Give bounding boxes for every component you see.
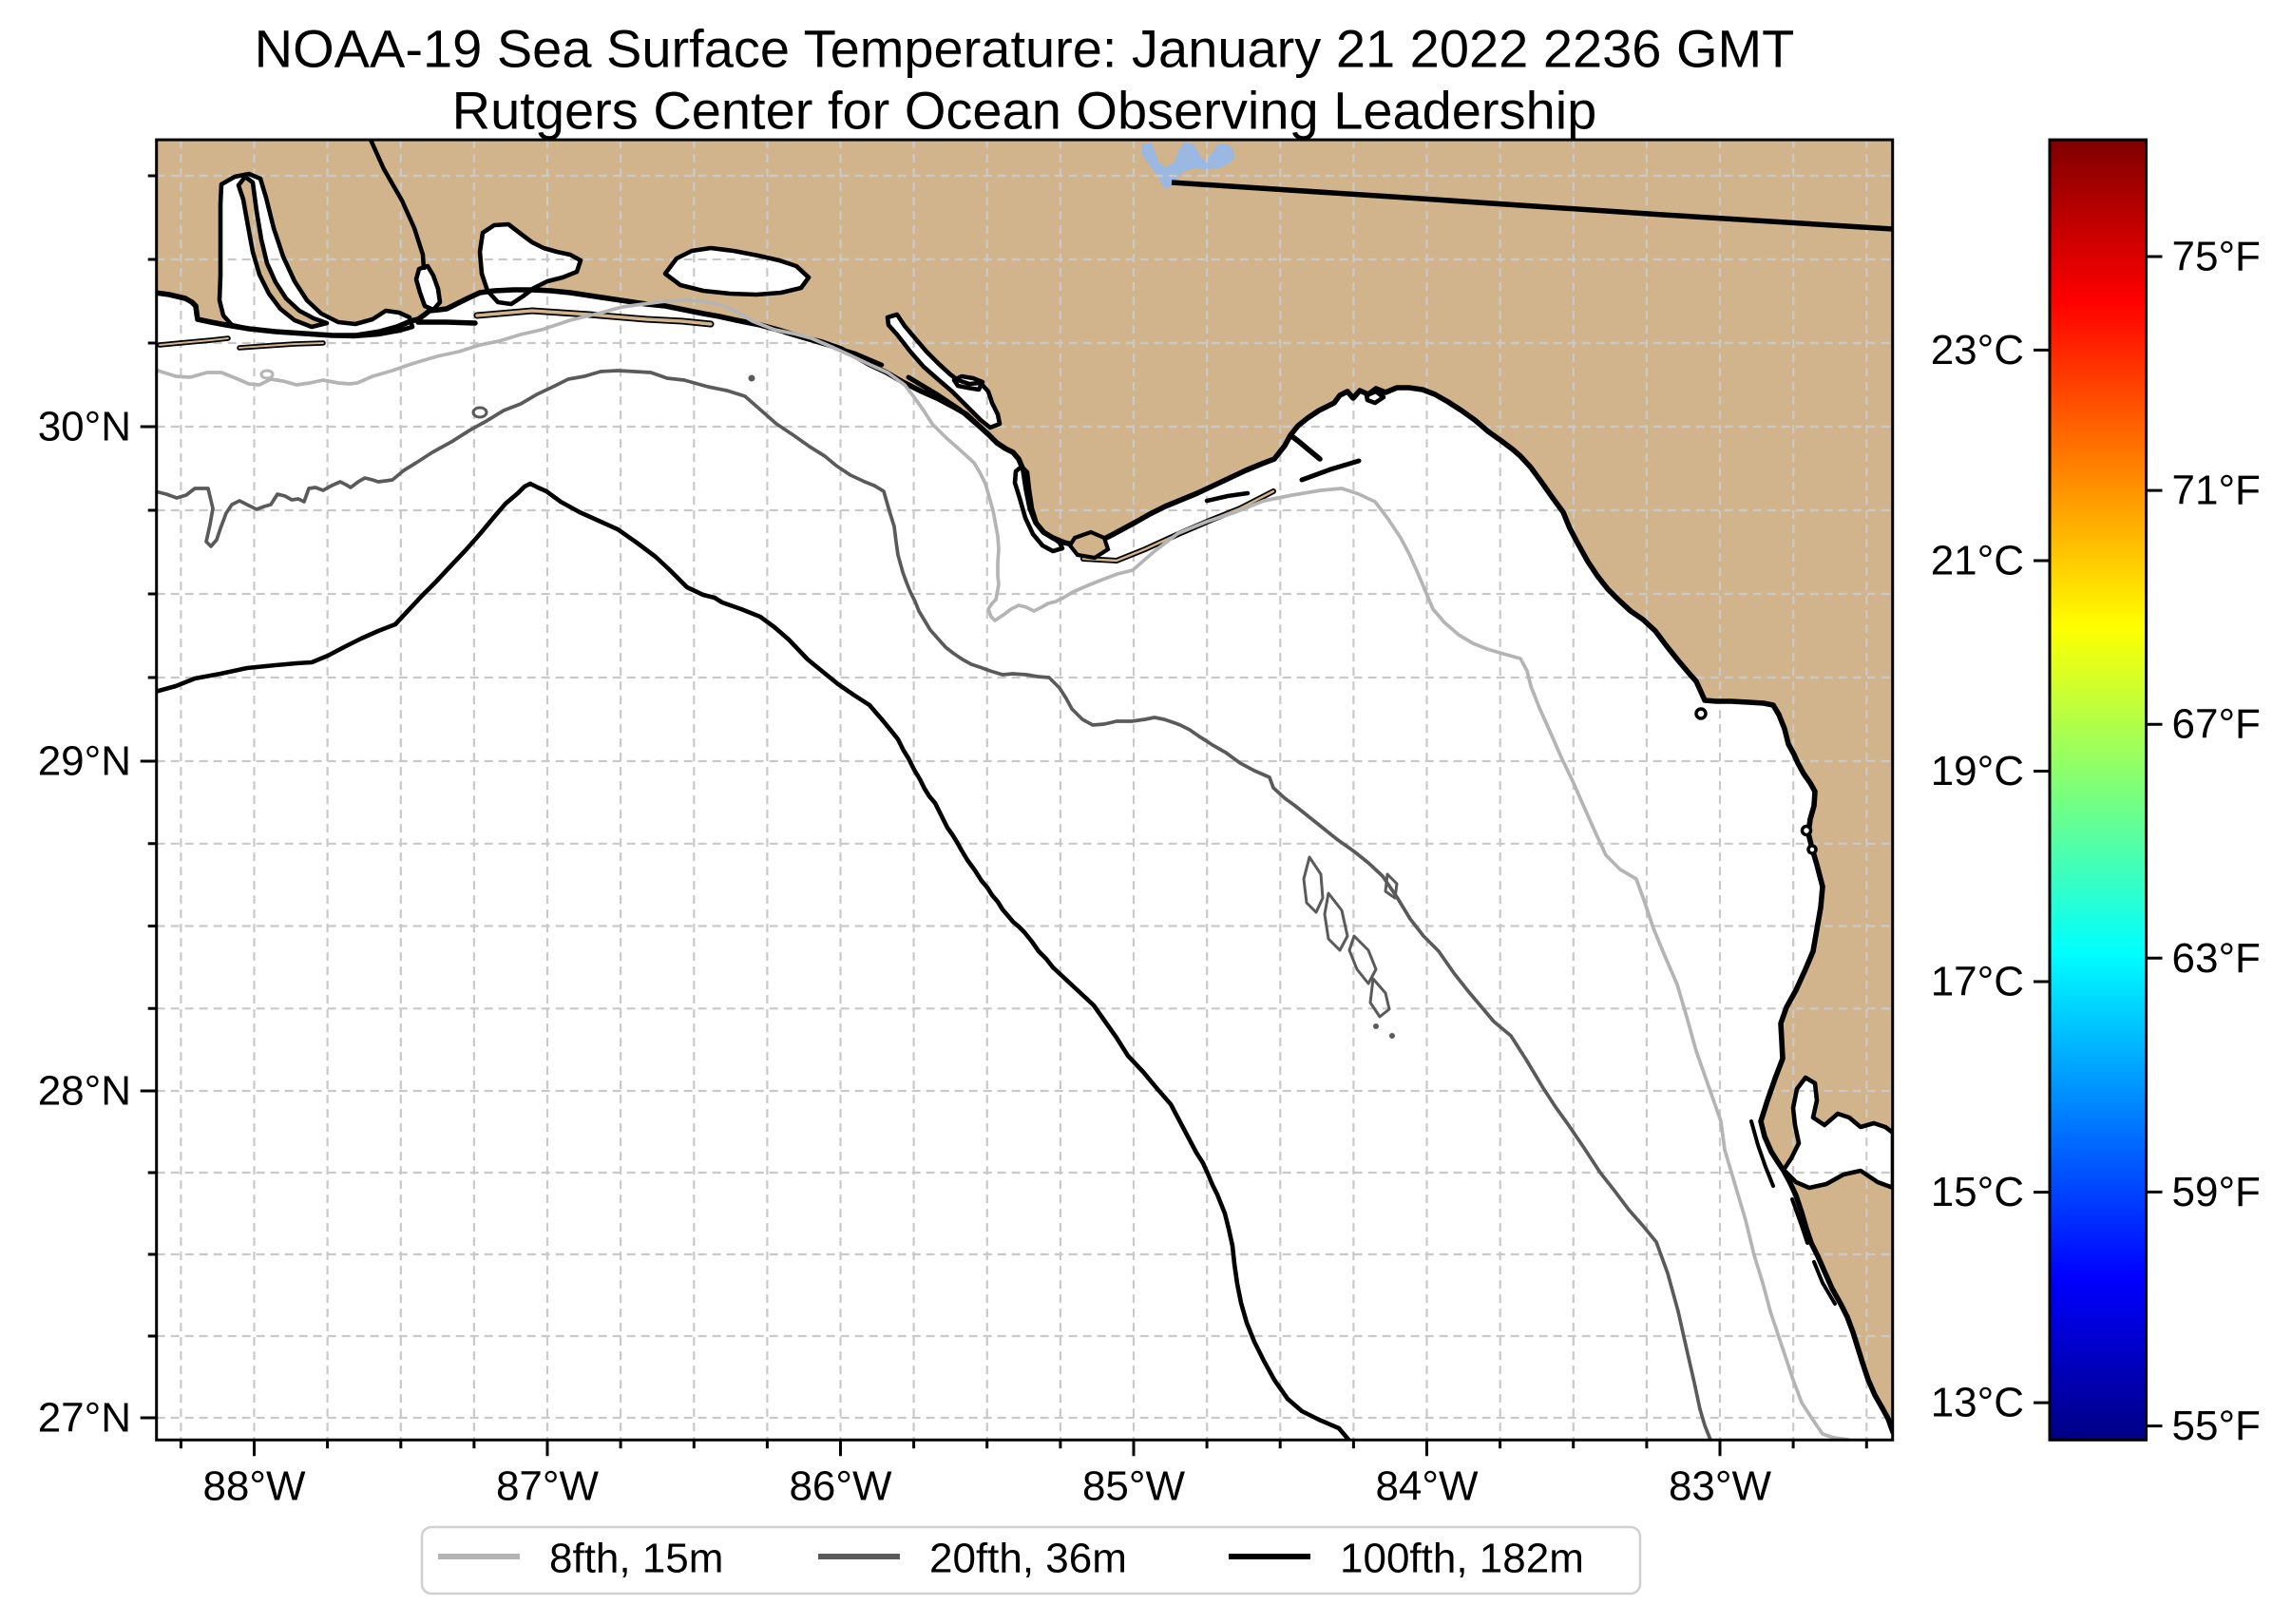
svg-text:19°C: 19°C: [1931, 748, 2024, 794]
svg-text:21°C: 21°C: [1931, 538, 2024, 584]
svg-text:23°C: 23°C: [1931, 327, 2024, 373]
svg-text:75°F: 75°F: [2172, 234, 2261, 280]
svg-text:27°N: 27°N: [38, 1395, 131, 1442]
svg-text:67°F: 67°F: [2172, 701, 2261, 748]
svg-text:17°C: 17°C: [1931, 959, 2024, 1005]
svg-text:83°W: 83°W: [1669, 1463, 1772, 1510]
svg-text:86°W: 86°W: [789, 1463, 892, 1510]
svg-text:13°C: 13°C: [1931, 1380, 2024, 1426]
svg-text:88°W: 88°W: [202, 1463, 306, 1510]
svg-text:84°W: 84°W: [1375, 1463, 1479, 1510]
svg-text:28°N: 28°N: [38, 1068, 131, 1115]
svg-text:59°F: 59°F: [2172, 1169, 2261, 1215]
svg-text:71°F: 71°F: [2172, 468, 2261, 514]
svg-text:15°C: 15°C: [1931, 1169, 2024, 1215]
svg-text:Rutgers Center for Ocean Obser: Rutgers Center for Ocean Observing Leade…: [452, 81, 1597, 141]
svg-text:100fth, 182m: 100fth, 182m: [1340, 1536, 1584, 1582]
svg-text:20fth, 36m: 20fth, 36m: [929, 1536, 1127, 1582]
svg-text:29°N: 29°N: [38, 738, 131, 785]
svg-text:63°F: 63°F: [2172, 935, 2261, 982]
svg-text:30°N: 30°N: [38, 404, 131, 450]
svg-text:8fth, 15m: 8fth, 15m: [549, 1536, 723, 1582]
svg-text:85°W: 85°W: [1082, 1463, 1186, 1510]
svg-text:55°F: 55°F: [2172, 1403, 2261, 1449]
svg-text:NOAA-19 Sea Surface Temperatur: NOAA-19 Sea Surface Temperature: January…: [255, 19, 1795, 79]
svg-text:87°W: 87°W: [496, 1463, 600, 1510]
